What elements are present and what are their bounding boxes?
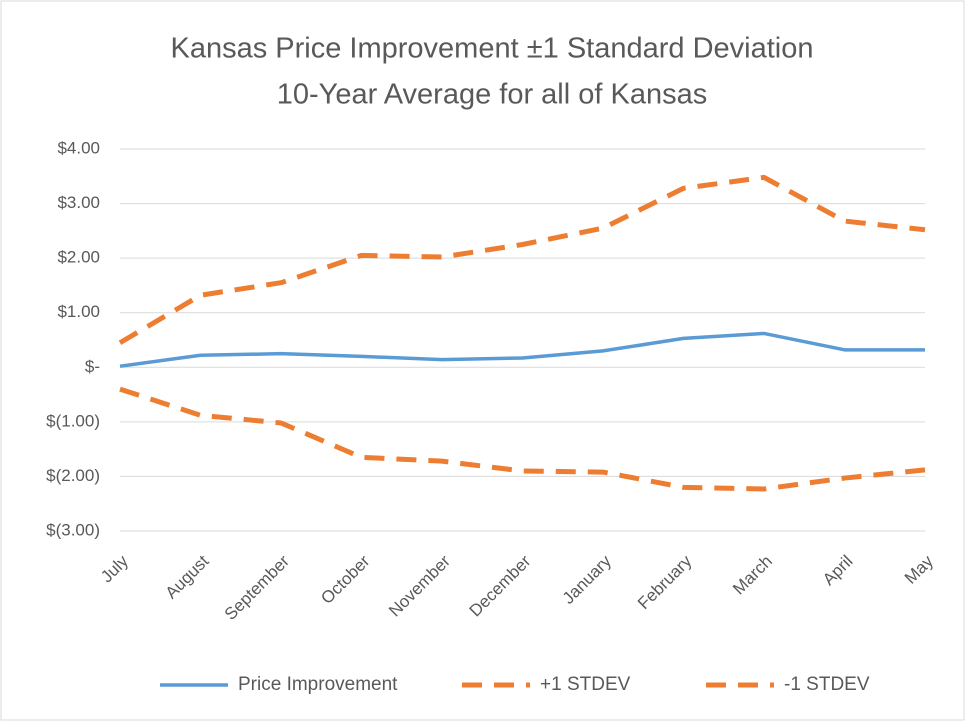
y-tick-label: $1.00: [57, 302, 100, 321]
y-tick-label: $4.00: [57, 138, 100, 157]
y-tick-label: $(3.00): [46, 520, 100, 539]
chart-title: Kansas Price Improvement ±1 Standard Dev…: [171, 33, 814, 65]
legend-label: Price Improvement: [238, 674, 398, 695]
y-tick-label: $3.00: [57, 193, 100, 212]
series-line: [118, 174, 926, 345]
legend-label: -1 STDEV: [784, 674, 870, 695]
chart-subtitle: 10-Year Average for all of Kansas: [277, 79, 707, 111]
y-tick-label: $2.00: [57, 248, 100, 267]
series-line: [119, 386, 926, 492]
series-line: [119, 331, 925, 368]
y-tick-label: $(1.00): [46, 411, 100, 430]
y-tick-label: $-: [85, 357, 100, 376]
legend-label: +1 STDEV: [540, 674, 631, 695]
y-tick-label: $(2.00): [46, 466, 100, 485]
